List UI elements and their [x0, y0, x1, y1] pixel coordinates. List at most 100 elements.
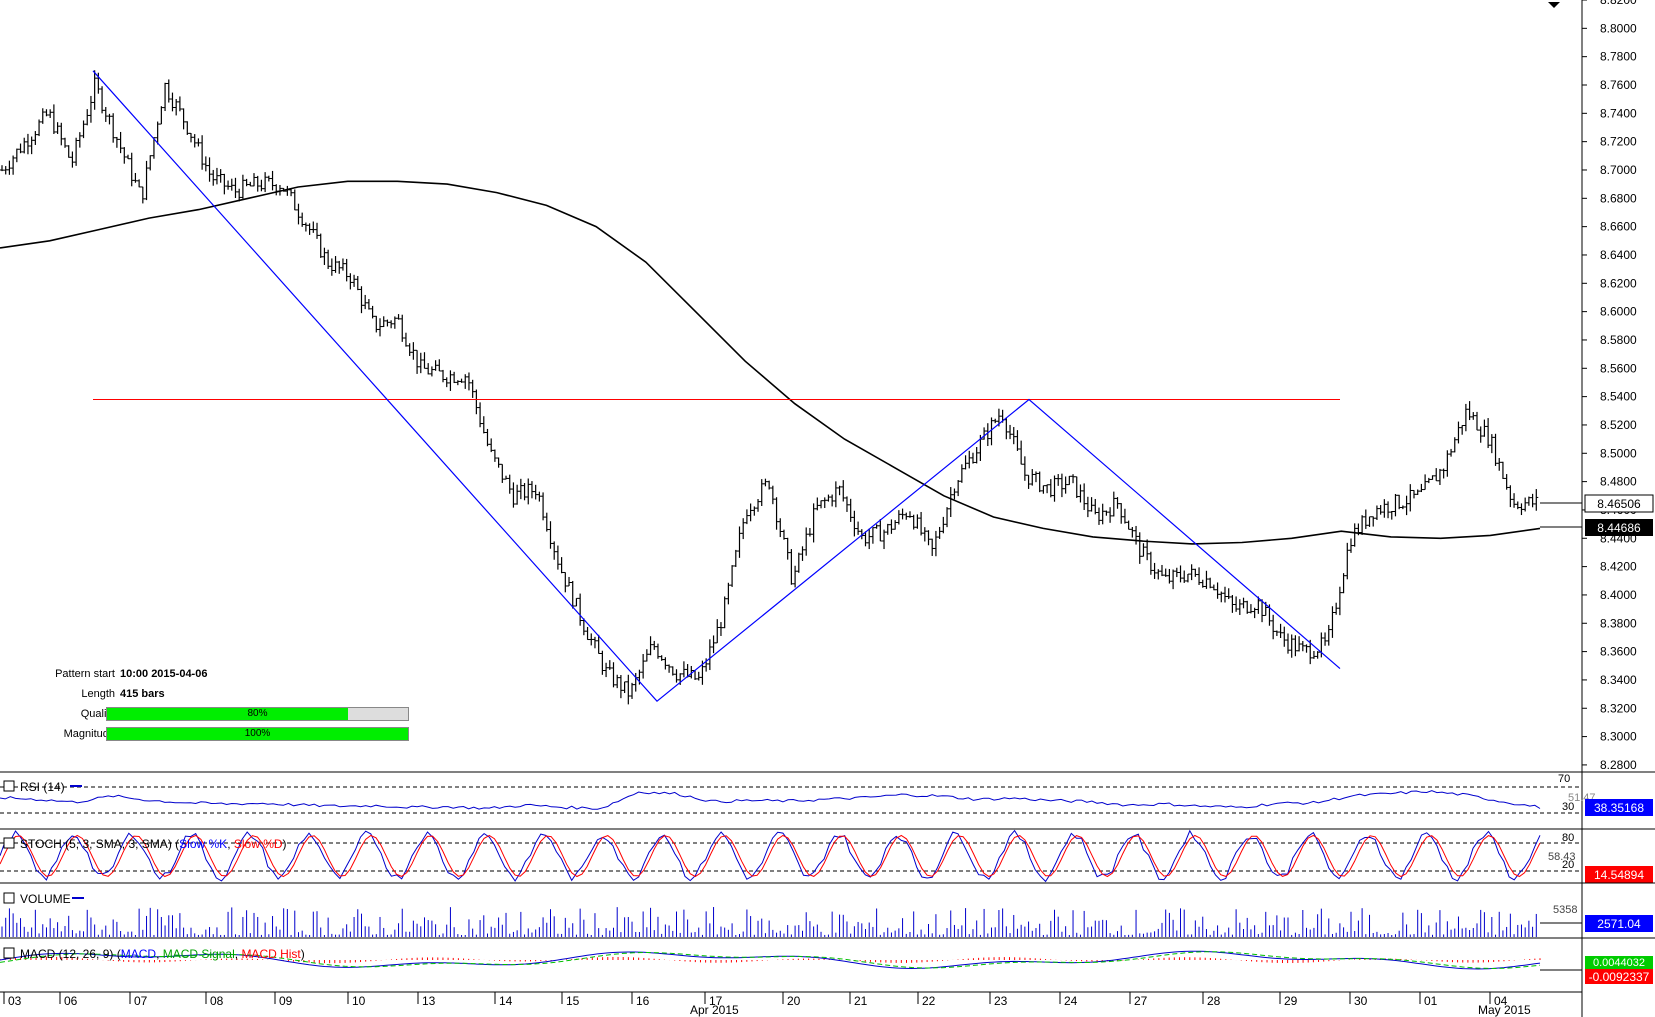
price-tick-label: 8.4200	[1600, 560, 1637, 574]
price-tick-label: 8.4000	[1600, 588, 1637, 602]
price-tick-label: 8.3800	[1600, 616, 1637, 630]
price-tick-label: 8.7400	[1600, 106, 1637, 120]
volume-pane: VOLUME 5358 2571.04	[0, 882, 1655, 937]
price-tick-label: 8.3200	[1600, 701, 1637, 715]
price-tick-label: 8.8200	[1600, 0, 1637, 7]
stoch-k-label: Slow %K	[179, 837, 227, 851]
rsi-label: RSI (14)	[20, 780, 65, 794]
time-tick-label: 24	[1064, 994, 1078, 1008]
ma-price-label: 8.44686	[1540, 519, 1653, 536]
macd-line-label: MACD	[121, 947, 157, 961]
price-axis: 8.8200 8.8000 8.7800 8.7600 8.7400 8.7200 8.70…	[1582, 0, 1637, 772]
volume-value: 2571.04	[1597, 917, 1641, 931]
magnitude-bar: 100%	[106, 727, 409, 741]
time-tick-label: 04	[1494, 994, 1508, 1008]
time-tick-label: 13	[422, 994, 436, 1008]
price-bars	[0, 70, 1539, 705]
price-tick-label: 8.2800	[1600, 758, 1637, 772]
time-tick-label: 07	[134, 994, 148, 1008]
last-price-text: 8.46506	[1597, 497, 1641, 511]
magnitude-pct: 100%	[244, 728, 271, 739]
quality-pct: 80%	[247, 708, 268, 719]
time-tick-label: 15	[566, 994, 580, 1008]
macd-signal-label: MACD Signal	[163, 947, 235, 961]
month-label-apr: Apr 2015	[690, 1003, 739, 1017]
price-tick-label: 8.3000	[1600, 730, 1637, 744]
time-tick-label: 28	[1207, 994, 1221, 1008]
rsi-line	[0, 790, 1541, 810]
time-tick-label: 22	[922, 994, 936, 1008]
rsi-pane: RSI (14) 70 51.47 30 38.35168	[0, 771, 1655, 816]
price-tick-label: 8.6200	[1600, 276, 1637, 290]
svg-text:STOCH (5, 3, SMA, 3, SMA) (Slo: STOCH (5, 3, SMA, 3, SMA) (Slow %K, Slow…	[20, 837, 287, 851]
price-tick-label: 8.5400	[1600, 390, 1637, 404]
ma-price-text: 8.44686	[1597, 521, 1641, 535]
stoch-value: 14.54894	[1594, 868, 1644, 882]
time-tick-label: 06	[64, 994, 78, 1008]
price-tick-label: 8.6800	[1600, 191, 1637, 205]
time-tick-label: 21	[854, 994, 868, 1008]
macd-toggle-icon[interactable]	[3, 947, 15, 959]
stoch-toggle-icon[interactable]	[3, 837, 15, 849]
price-tick-label: 8.5800	[1600, 333, 1637, 347]
time-tick-label: 23	[994, 994, 1008, 1008]
stoch-extra-label: 58.43	[1548, 851, 1576, 863]
volume-bars	[1, 907, 1537, 937]
stoch-level-20: 20	[1562, 859, 1574, 871]
pattern-start-label: Pattern start	[55, 668, 115, 680]
volume-top-label: 5358	[1553, 904, 1577, 916]
month-label-may: May 2015	[1478, 1003, 1531, 1017]
time-tick-label: 10	[352, 994, 366, 1008]
time-tick-label: 20	[787, 994, 801, 1008]
price-tick-label: 8.5000	[1600, 446, 1637, 460]
volume-toggle-icon[interactable]	[3, 892, 15, 904]
macd-pane: MACD (12, 26, 9) (MACD, MACD Signal, MAC…	[0, 937, 1655, 984]
price-tick-label: 8.7600	[1600, 78, 1637, 92]
stoch-pane: STOCH (5, 3, SMA, 3, SMA) (Slow %K, Slow…	[0, 828, 1655, 883]
price-tick-label: 8.7200	[1600, 135, 1637, 149]
time-tick-label: 27	[1134, 994, 1148, 1008]
macd-hist-label: MACD Hist	[241, 947, 301, 961]
price-tick-label: 8.7000	[1600, 163, 1637, 177]
price-tick-label: 8.3600	[1600, 645, 1637, 659]
price-tick-label: 8.7800	[1600, 50, 1637, 64]
scroll-arrow-icon	[1548, 2, 1560, 8]
moving-average-line	[0, 180, 1541, 545]
pattern-start-value: 10:00 2015-04-06	[120, 668, 208, 680]
macd-value-red: -0.0092337	[1589, 970, 1650, 984]
price-tick-label: 8.5200	[1600, 418, 1637, 432]
price-tick-label: 8.4800	[1600, 475, 1637, 489]
rsi-value: 38.35168	[1594, 801, 1644, 815]
stoch-level-80: 80	[1562, 832, 1574, 844]
last-price-label: 8.46506	[1540, 494, 1654, 513]
time-tick-label: 08	[210, 994, 224, 1008]
price-tick-label: 8.8000	[1600, 21, 1637, 35]
price-tick-label: 8.6600	[1600, 220, 1637, 234]
macd-signal-line	[0, 951, 1541, 970]
price-tick-label: 8.5600	[1600, 361, 1637, 375]
time-tick-label: 14	[499, 994, 513, 1008]
length-label: Length	[81, 688, 115, 700]
time-tick-label: 01	[1424, 994, 1438, 1008]
rsi-level-70: 70	[1558, 773, 1570, 785]
rsi-toggle-icon[interactable]	[3, 780, 15, 792]
svg-text:MACD (12, 26, 9) (MACD, MACD S: MACD (12, 26, 9) (MACD, MACD Signal, MAC…	[20, 947, 305, 961]
price-tick-label: 8.6400	[1600, 248, 1637, 262]
time-tick-label: 03	[8, 994, 22, 1008]
stoch-slow-k-line	[0, 829, 1541, 883]
rsi-level-30: 30	[1562, 801, 1574, 813]
price-tick-label: 8.3400	[1600, 673, 1637, 687]
time-tick-label: 29	[1284, 994, 1298, 1008]
length-value: 415 bars	[120, 688, 165, 700]
stoch-label: STOCH (5, 3, SMA, 3, SMA)	[20, 837, 172, 851]
price-tick-label: 8.6000	[1600, 305, 1637, 319]
volume-label: VOLUME	[20, 892, 71, 906]
stoch-slow-d-line	[0, 834, 1541, 878]
time-tick-label: 09	[279, 994, 293, 1008]
time-tick-label: 16	[636, 994, 650, 1008]
macd-label: MACD (12, 26, 9)	[20, 947, 113, 961]
magnitude-label: Magnitude	[63, 728, 115, 740]
macd-value-green: 0.0044032	[1593, 957, 1645, 969]
stoch-d-label: Slow %D	[234, 837, 283, 851]
